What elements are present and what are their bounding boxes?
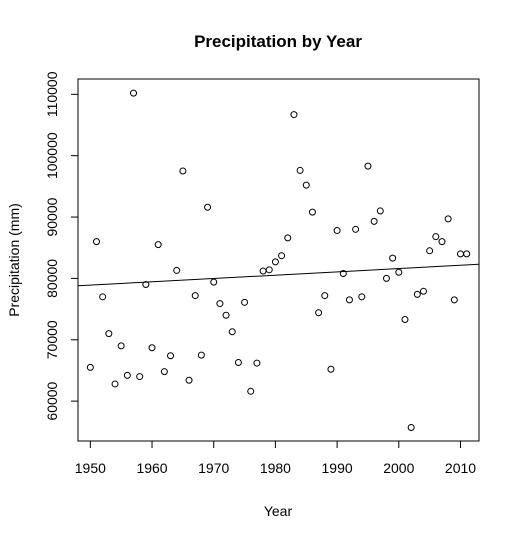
data-point [271,258,279,266]
data-point [247,387,255,395]
data-point [370,217,378,225]
data-point [456,250,464,258]
data-point [345,296,353,304]
data-point [173,266,181,274]
trend-line [77,263,480,287]
data-point [315,309,323,317]
data-point [210,278,218,286]
data-point [253,359,261,367]
data-point [228,328,236,336]
x-axis: 1950 1960 1970 1980 1990 2000 2010 [75,440,476,476]
data-point [191,292,199,300]
plot-frame [77,78,480,442]
data-point [463,250,471,258]
data-point [234,358,242,366]
data-point [358,293,366,301]
data-point [86,363,94,371]
data-point [296,166,304,174]
data-point [401,316,409,324]
data-point [222,311,230,319]
data-point [241,298,249,306]
data-point [389,254,397,262]
data-point [185,376,193,384]
data-point [136,373,144,381]
data-point [123,371,131,379]
data-point [259,267,267,275]
data-point [382,274,390,282]
data-point [216,300,224,308]
data-point [93,238,101,246]
data-point [142,281,150,289]
data-point [339,269,347,277]
data-point [167,352,175,360]
x-tick-label: 1950 [75,460,106,476]
data-point [148,344,156,352]
data-point [308,208,316,216]
data-point [407,424,415,432]
y-tick-label: 60000 [44,381,60,420]
y-axis-label: Precipitation (mm) [6,203,22,317]
data-point [179,167,187,175]
data-point [413,290,421,298]
y-tick-label: 110000 [44,71,60,117]
y-tick-label: 100000 [44,132,60,179]
data-point [426,247,434,255]
data-point [352,225,360,233]
chart-title: Precipitation by Year [194,32,362,51]
x-tick-label: 1990 [322,460,353,476]
data-point [111,380,119,388]
data-point [376,207,384,215]
data-point [444,215,452,223]
data-points [86,89,471,432]
x-tick-label: 1980 [260,460,291,476]
data-point [419,287,427,295]
data-point [327,365,335,373]
data-point [302,181,310,189]
data-point [99,293,107,301]
x-tick-label: 2000 [383,460,414,476]
y-tick-label: 90000 [44,197,60,236]
data-point [290,111,298,119]
x-axis-label: Year [264,503,293,519]
data-point [154,241,162,249]
data-point [278,252,286,260]
x-tick-label: 2010 [445,460,476,476]
data-point [130,89,138,97]
data-point [117,342,125,350]
data-point [160,368,168,376]
data-point [105,330,113,338]
data-point [333,227,341,235]
y-tick-label: 70000 [44,320,60,359]
data-point [204,203,212,211]
data-point [450,296,458,304]
data-point [438,238,446,246]
data-point [364,162,372,170]
x-tick-label: 1970 [198,460,229,476]
y-axis: 60000 70000 80000 90000 100000 110000 [44,71,79,421]
data-point [284,234,292,242]
data-point [432,233,440,241]
data-point [197,351,205,359]
x-tick-label: 1960 [136,460,167,476]
y-tick-label: 80000 [44,259,60,298]
data-point [265,266,273,274]
data-point [395,268,403,276]
data-point [321,292,329,300]
